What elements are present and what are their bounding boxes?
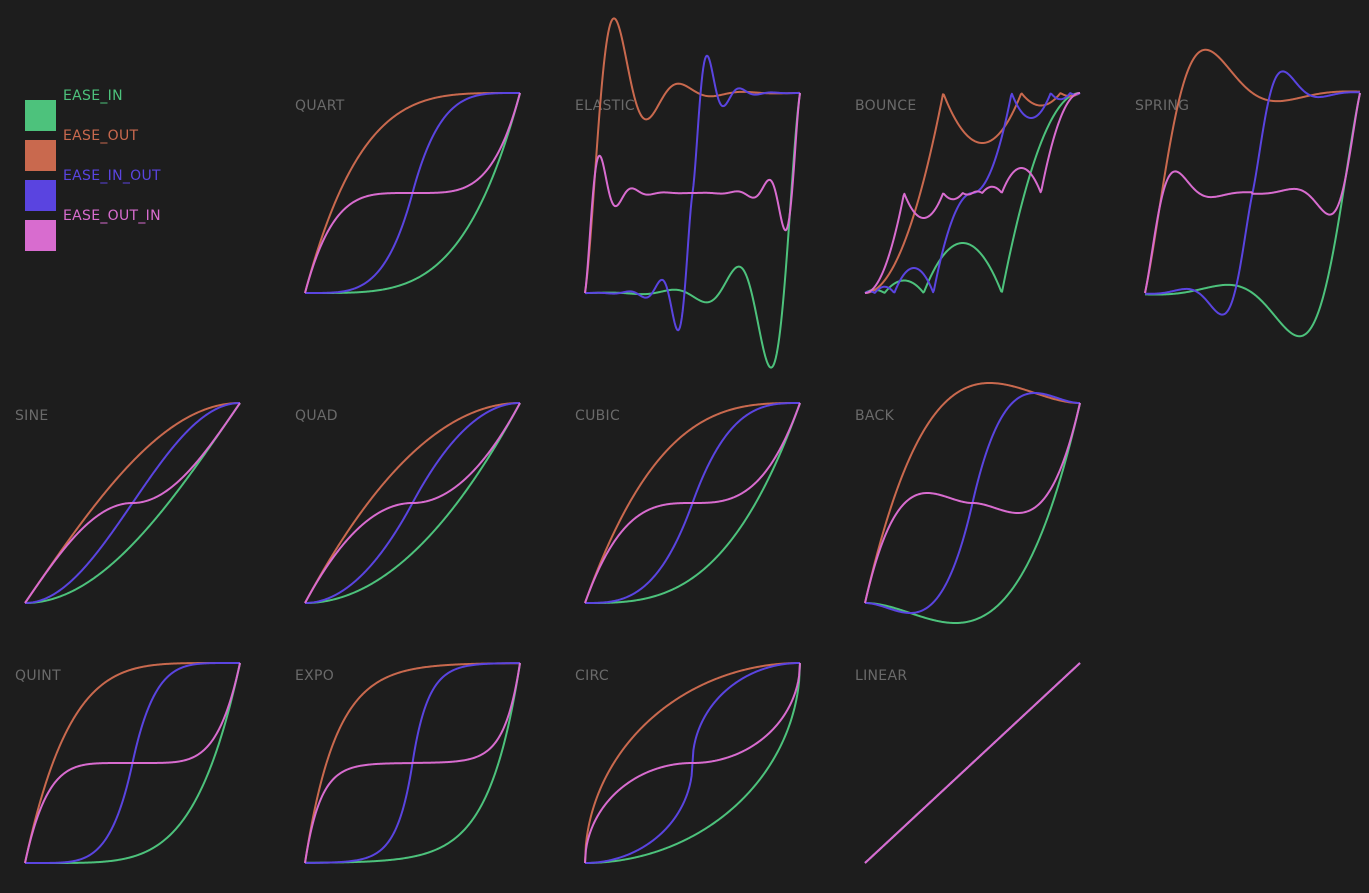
- series-line-ease-in: [1144, 92, 1361, 338]
- series-line-ease-out-in: [864, 662, 1081, 864]
- legend-swatch-ease-out: [25, 140, 56, 171]
- legend-item-ease-out: EASE_OUT: [25, 128, 225, 171]
- chart-quint: QUINT: [15, 662, 241, 864]
- chart-spring: SPRING: [1135, 48, 1361, 338]
- series-line-ease-out: [864, 382, 1081, 604]
- legend-swatch-ease-in: [25, 100, 56, 131]
- series-line-ease-out: [304, 402, 521, 604]
- chart-title: CIRC: [575, 668, 609, 684]
- chart-title: CUBIC: [575, 408, 620, 424]
- series-line-ease-in: [24, 402, 241, 604]
- chart-title: QUART: [295, 98, 345, 114]
- legend-label-ease-in-out: EASE_IN_OUT: [63, 168, 161, 184]
- series-line-ease-in: [304, 402, 521, 604]
- series-line-ease-in: [584, 402, 801, 604]
- series-line-ease-out-in: [304, 92, 521, 294]
- series-line-ease-out-in: [864, 402, 1081, 604]
- chart-title: BACK: [855, 408, 895, 424]
- chart-back: BACK: [855, 382, 1081, 624]
- series-line-ease-out-in: [304, 662, 521, 864]
- chart-quart: QUART: [295, 92, 521, 294]
- chart-expo: EXPO: [295, 662, 521, 864]
- chart-linear: LINEAR: [855, 662, 1081, 864]
- chart-elastic: ELASTIC: [575, 17, 801, 369]
- chart-title: ELASTIC: [575, 98, 635, 114]
- chart-title: SPRING: [1135, 98, 1189, 114]
- legend-item-ease-in-out: EASE_IN_OUT: [25, 168, 225, 211]
- legend-swatch-ease-in-out: [25, 180, 56, 211]
- chart-title: SINE: [15, 408, 49, 424]
- series-line-ease-out: [584, 17, 801, 294]
- series-line-ease-in: [864, 402, 1081, 624]
- legend-item-ease-out-in: EASE_OUT_IN: [25, 208, 225, 251]
- legend: EASE_IN EASE_OUT EASE_IN_OUT EASE_OUT_IN: [0, 0, 200, 260]
- chart-title: LINEAR: [855, 668, 907, 684]
- series-line-ease-out: [24, 402, 241, 604]
- series-line-ease-out-in: [24, 402, 241, 604]
- chart-title: QUINT: [15, 668, 61, 684]
- series-line-ease-out-in: [584, 92, 801, 294]
- series-line-ease-out-in: [1144, 92, 1361, 294]
- series-line-ease-in: [584, 662, 801, 864]
- series-line-ease-in: [304, 92, 521, 294]
- chart-title: EXPO: [295, 668, 334, 684]
- chart-title: BOUNCE: [855, 98, 917, 114]
- series-line-ease-out: [584, 402, 801, 604]
- legend-item-ease-in: EASE_IN: [25, 88, 225, 131]
- chart-title: QUAD: [295, 408, 338, 424]
- chart-bounce: BOUNCE: [855, 92, 1081, 294]
- series-line-ease-out: [584, 662, 801, 864]
- series-line-ease-out-in: [864, 92, 1081, 294]
- series-line-ease-in: [584, 92, 801, 369]
- series-line-ease-out: [304, 92, 521, 294]
- series-line-ease-out-in: [584, 402, 801, 604]
- series-line-ease-out-in: [24, 662, 241, 864]
- legend-swatch-ease-out-in: [25, 220, 56, 251]
- series-line-ease-out-in: [584, 662, 801, 864]
- chart-sine: SINE: [15, 402, 241, 604]
- legend-label-ease-out-in: EASE_OUT_IN: [63, 208, 161, 224]
- chart-circ: CIRC: [575, 662, 801, 864]
- series-line-ease-out: [1144, 48, 1361, 294]
- series-line-ease-out-in: [304, 402, 521, 604]
- legend-label-ease-in: EASE_IN: [63, 88, 123, 104]
- chart-cubic: CUBIC: [575, 402, 801, 604]
- legend-label-ease-out: EASE_OUT: [63, 128, 139, 144]
- chart-quad: QUAD: [295, 402, 521, 604]
